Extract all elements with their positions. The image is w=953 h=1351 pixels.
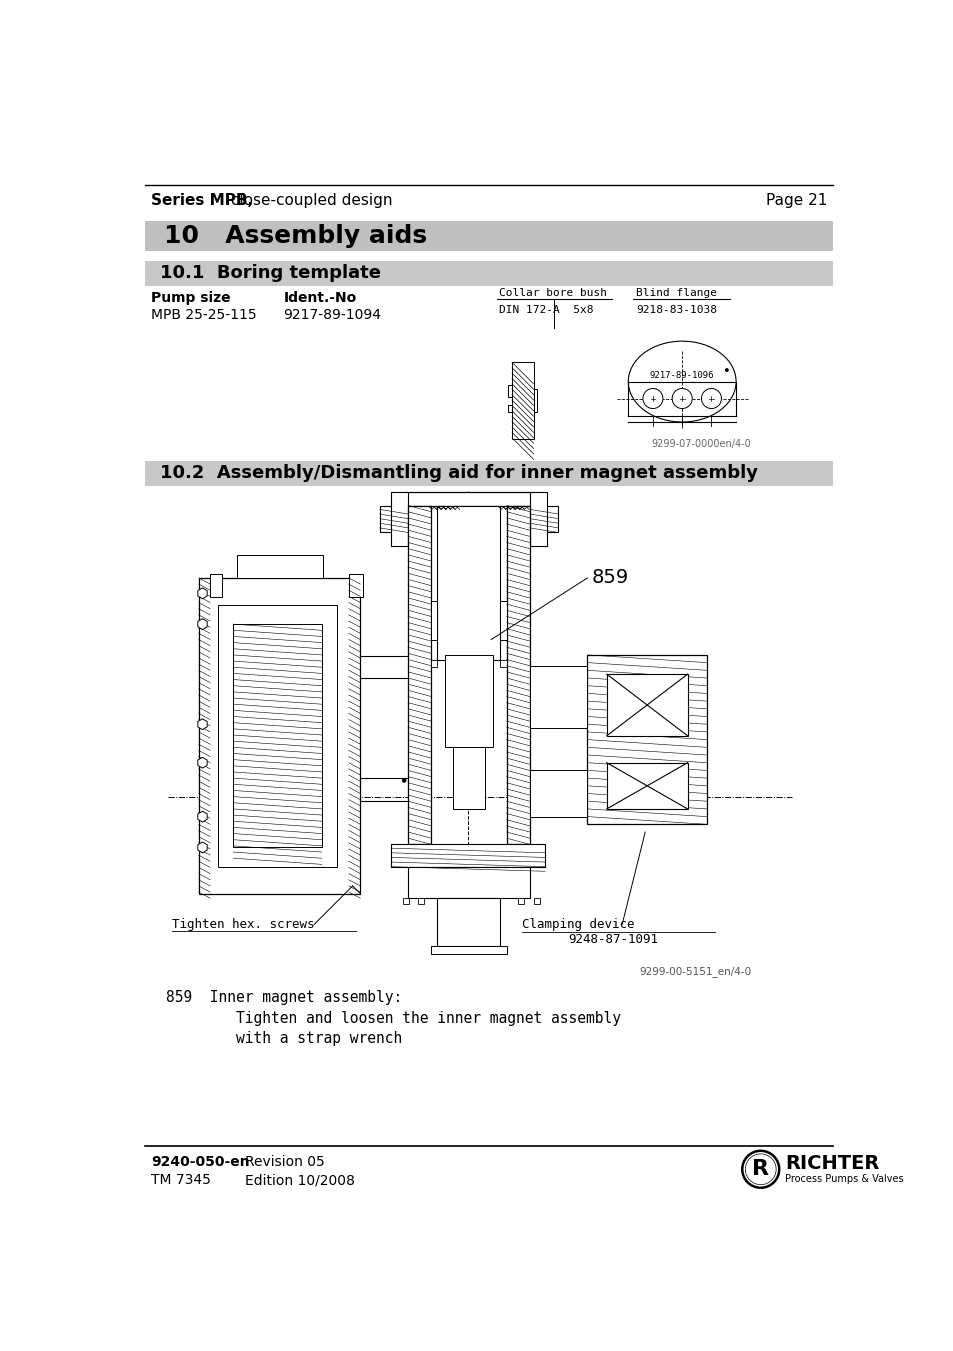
Bar	[217, 605, 336, 867]
Circle shape	[401, 778, 406, 782]
Text: Ident.-No: Ident.-No	[283, 290, 356, 304]
Bar	[431, 659, 436, 667]
Text: 9248-87-1091: 9248-87-1091	[568, 934, 658, 946]
Bar	[512, 362, 533, 439]
Bar	[198, 578, 360, 893]
Text: 9217-89-1094: 9217-89-1094	[283, 308, 381, 322]
Bar	[606, 674, 687, 736]
Bar	[508, 405, 512, 412]
Text: Page 21: Page 21	[764, 193, 826, 208]
Circle shape	[700, 389, 720, 408]
Bar	[500, 659, 506, 667]
Bar	[529, 770, 587, 816]
Bar	[391, 844, 544, 867]
Bar	[237, 555, 323, 578]
Text: Blind flange: Blind flange	[636, 288, 717, 299]
Text: close-coupled design: close-coupled design	[225, 193, 392, 208]
Bar	[517, 898, 524, 904]
Bar	[500, 601, 506, 639]
Bar	[408, 867, 529, 898]
Circle shape	[744, 1154, 776, 1185]
Text: Collar bore bush: Collar bore bush	[498, 288, 606, 299]
Text: 859: 859	[591, 569, 628, 588]
Circle shape	[672, 389, 692, 408]
Text: Clamping device: Clamping device	[521, 917, 634, 931]
Text: 859  Inner magnet assembly:: 859 Inner magnet assembly:	[166, 990, 402, 1005]
Text: Pump size: Pump size	[151, 290, 231, 304]
Text: Tighten hex. screws: Tighten hex. screws	[172, 917, 314, 931]
Bar	[210, 574, 221, 597]
Text: Series MPB,: Series MPB,	[151, 193, 253, 208]
Bar	[533, 898, 539, 904]
Text: 10.2  Assembly/Dismantling aid for inner magnet assembly: 10.2 Assembly/Dismantling aid for inner …	[160, 465, 758, 482]
Bar	[606, 763, 687, 809]
Bar	[379, 505, 408, 532]
Text: Process Pumps & Valves: Process Pumps & Valves	[784, 1174, 903, 1183]
Bar	[533, 389, 537, 412]
Text: Revision 05: Revision 05	[245, 1155, 324, 1169]
Text: 9299-07-0000en/4-0: 9299-07-0000en/4-0	[651, 439, 751, 449]
Bar	[587, 655, 706, 824]
Bar	[529, 666, 587, 728]
Circle shape	[724, 367, 728, 372]
Ellipse shape	[628, 342, 736, 422]
Bar	[453, 747, 484, 809]
Circle shape	[741, 1151, 779, 1188]
Bar	[145, 461, 832, 486]
Text: Tighten and loosen the inner magnet assembly: Tighten and loosen the inner magnet asse…	[166, 1011, 620, 1025]
Circle shape	[642, 389, 662, 408]
Bar	[233, 624, 321, 847]
Bar	[529, 492, 546, 546]
Bar	[431, 946, 506, 954]
Bar	[349, 574, 362, 597]
Text: DIN 172-A  5x8: DIN 172-A 5x8	[498, 305, 593, 315]
Bar	[436, 898, 500, 946]
Bar	[391, 492, 408, 546]
Text: Edition 10/2008: Edition 10/2008	[245, 1173, 355, 1188]
Text: 9218-83-1038: 9218-83-1038	[636, 305, 717, 315]
Bar	[506, 505, 529, 844]
Bar	[431, 601, 436, 639]
Bar	[529, 505, 558, 532]
Text: RICHTER: RICHTER	[784, 1154, 879, 1174]
Bar	[145, 261, 832, 286]
Bar	[508, 385, 512, 397]
Text: R: R	[752, 1159, 768, 1179]
Bar	[408, 505, 431, 844]
Text: 10.1  Boring template: 10.1 Boring template	[160, 263, 381, 282]
Bar	[402, 898, 409, 904]
Text: TM 7345: TM 7345	[151, 1173, 211, 1188]
Text: 9299-00-5151_en/4-0: 9299-00-5151_en/4-0	[639, 966, 751, 977]
Text: 9240-050-en: 9240-050-en	[151, 1155, 250, 1169]
Text: 9217-89-1096: 9217-89-1096	[649, 372, 714, 380]
Text: MPB 25-25-115: MPB 25-25-115	[151, 308, 256, 322]
Bar	[444, 655, 493, 747]
Bar	[436, 505, 500, 659]
Bar	[417, 898, 424, 904]
Bar	[405, 492, 531, 505]
Text: 10   Assembly aids: 10 Assembly aids	[164, 224, 427, 249]
Bar	[145, 220, 832, 251]
Text: with a strap wrench: with a strap wrench	[166, 1031, 402, 1046]
